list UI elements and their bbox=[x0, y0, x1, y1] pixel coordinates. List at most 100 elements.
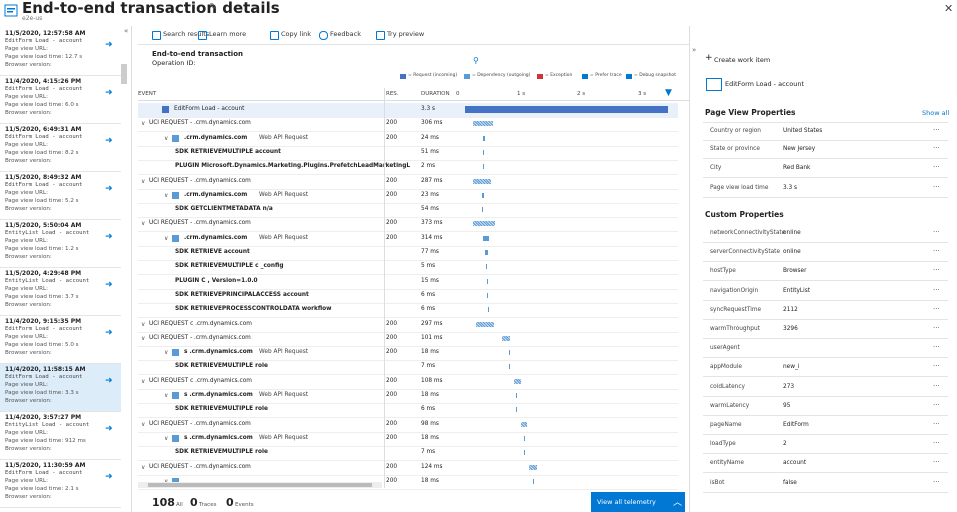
transaction-item[interactable]: 11/5/2020, 12:57:58 AM EditForm Load - ac… bbox=[0, 28, 121, 76]
event-row[interactable]: EditForm Load - account 3.3 s bbox=[138, 103, 678, 118]
item-load: Page view load time: 6.0 s bbox=[5, 102, 79, 108]
result-code: 200 bbox=[386, 349, 398, 356]
transaction-item[interactable]: 11/4/2020, 11:58:15 AM EditForm Load - ac… bbox=[0, 364, 121, 412]
expand-chevron: ∨ bbox=[141, 377, 146, 385]
toolbar-button[interactable]: Try preview bbox=[387, 30, 425, 38]
event-row[interactable]: ∨ UCI REQUEST - .crm.dynamics.com 200 98 ms bbox=[138, 418, 678, 433]
transaction-item[interactable]: 11/5/2020, 8:49:32 AM EditForm Load - acc… bbox=[0, 172, 121, 220]
result-code: 200 bbox=[386, 191, 398, 198]
more-menu[interactable]: ··· bbox=[933, 439, 940, 448]
transaction-item[interactable]: 11/4/2020, 4:15:26 PM EditForm Load - acc… bbox=[0, 76, 121, 124]
event-row[interactable]: ∨ .crm.dynamics.com Web API Request 200 24 m… bbox=[138, 132, 678, 147]
transaction-item[interactable]: 11/4/2020, 3:57:27 PM EntityList Load - a… bbox=[0, 412, 121, 460]
event-row[interactable]: SDK RETRIEVEMULTIPLE role 6 ms bbox=[138, 403, 678, 419]
section-title: Page View Properties bbox=[705, 108, 796, 117]
property-value: New Jersey bbox=[783, 146, 816, 153]
all-label: All bbox=[176, 502, 183, 508]
button-label: View all telemetry bbox=[597, 498, 656, 506]
event-row[interactable]: SDK RETRIEVEPROCESSCONTROLDATA workflow 6… bbox=[138, 303, 678, 319]
event-row[interactable]: ∨ UCI REQUEST - .crm.dynamics.com 200 373 m… bbox=[138, 217, 678, 233]
custom-property: navigationOrigin EntityList ··· bbox=[703, 283, 948, 301]
event-row[interactable]: ∨ UCI REQUEST c .crm.dynamics.com 200 108 m… bbox=[138, 375, 678, 390]
timeline-bar bbox=[485, 250, 488, 255]
duration: 54 ms bbox=[421, 206, 439, 213]
expand-chevron: ∨ bbox=[141, 120, 146, 128]
transaction-item[interactable]: 11/5/2020, 11:30:59 AM EditForm Load - ac… bbox=[0, 460, 121, 508]
timeline-bar bbox=[516, 407, 517, 413]
timeline-tick: 0 bbox=[456, 91, 460, 97]
property-value: online bbox=[783, 230, 801, 236]
event-row[interactable]: ∨ 200 18 ms bbox=[138, 475, 678, 490]
duration: 77 ms bbox=[421, 249, 439, 255]
transaction-item[interactable]: 11/5/2020, 4:29:48 PM EntityList Load - a… bbox=[0, 268, 121, 316]
more-menu[interactable]: ··· bbox=[933, 343, 940, 352]
event-row[interactable]: SDK RETRIEVE account 77 ms bbox=[138, 246, 678, 261]
toolbar-button[interactable]: Copy link bbox=[281, 30, 312, 38]
event-row[interactable]: PLUGIN Microsoft.Dynamics.Marketing.Plug… bbox=[138, 160, 678, 176]
more-menu[interactable]: ··· bbox=[933, 324, 940, 332]
event-name: SDK RETRIEVEMULTIPLE role bbox=[175, 406, 268, 413]
traces-label: Traces bbox=[199, 502, 217, 508]
more-menu[interactable]: ··· bbox=[933, 477, 940, 486]
more-menu[interactable]: ··· bbox=[933, 266, 940, 275]
item-load: Page view load time: 1.2 s bbox=[5, 246, 79, 252]
close[interactable]: ✕ bbox=[944, 2, 954, 15]
show-all[interactable]: Show all bbox=[922, 109, 950, 117]
view-all-button[interactable]: View all telemetry ︿ bbox=[591, 492, 685, 512]
more-menu[interactable]: ··· bbox=[933, 381, 940, 390]
more-menu[interactable]: ··· bbox=[933, 126, 940, 134]
event-row[interactable]: ∨ UCI REQUEST - .crm.dynamics.com 200 124 m… bbox=[138, 461, 678, 476]
toolbar-button[interactable]: Search results bbox=[163, 30, 210, 38]
event-row[interactable]: SDK RETRIEVEMULTIPLE c _config 5 ms bbox=[138, 260, 678, 276]
event-row[interactable]: ∨ UCI REQUEST - .crm.dynamics.com 200 287 m… bbox=[138, 175, 678, 190]
event-row[interactable]: SDK RETRIEVEMULTIPLE role 7 ms bbox=[138, 360, 678, 376]
more-menu[interactable]: ··· bbox=[933, 247, 940, 256]
event-row[interactable]: ∨ s .crm.dynamics.com Web API Request 200 18… bbox=[138, 346, 678, 362]
hscroll-thumb bbox=[148, 483, 372, 487]
event-row[interactable]: ∨ .crm.dynamics.com Web API Request 200 314 … bbox=[138, 232, 678, 247]
item-name: EditForm Load - account bbox=[725, 80, 804, 88]
legend-swatch bbox=[626, 74, 632, 79]
event-row[interactable]: SDK RETRIEVEPRINCIPALACCESS account 6 ms bbox=[138, 289, 678, 304]
more-menu[interactable]: ··· bbox=[933, 144, 940, 153]
event-row[interactable]: ∨ UCI REQUEST - .crm.dynamics.com 200 306 m… bbox=[138, 117, 678, 133]
events-label: Events bbox=[235, 502, 254, 508]
item-time: 11/5/2020, 12:57:58 AM bbox=[5, 30, 86, 37]
event-row[interactable]: ∨ UCI REQUEST - .crm.dynamics.com 200 101 m… bbox=[138, 332, 678, 347]
dependency-icon bbox=[172, 234, 179, 242]
legend-swatch bbox=[400, 74, 406, 79]
event-row[interactable]: ∨ .crm.dynamics.com Web API Request 200 23 m… bbox=[138, 189, 678, 204]
item-time: 11/4/2020, 11:58:15 AM bbox=[5, 366, 86, 373]
event-detail: Web API Request bbox=[259, 191, 309, 198]
event-row[interactable]: PLUGIN C , Version=1.0.0 15 ms bbox=[138, 275, 678, 290]
create-work-item[interactable]: Create work item bbox=[714, 56, 771, 64]
more-menu[interactable]: ··· bbox=[933, 362, 940, 371]
event-row[interactable]: ∨ s .crm.dynamics.com Web API Request 200 18… bbox=[138, 389, 678, 404]
result-code: 200 bbox=[386, 134, 398, 141]
duration: 51 ms bbox=[421, 148, 439, 155]
toolbar-button[interactable]: Feedback bbox=[330, 30, 361, 38]
button-chevron: ︿ bbox=[673, 498, 683, 508]
pin[interactable]: ✎ bbox=[209, 2, 218, 13]
event-row[interactable]: SDK GETCLIENTMETADATA n/a 54 ms bbox=[138, 203, 678, 219]
event-row[interactable]: ∨ UCI REQUEST c .crm.dynamics.com 200 297 m… bbox=[138, 318, 678, 333]
more-menu[interactable]: ··· bbox=[933, 458, 940, 467]
event-name: SDK RETRIEVE account bbox=[175, 249, 250, 255]
event-row[interactable]: SDK RETRIEVEMULTIPLE role 7 ms bbox=[138, 446, 678, 462]
transaction-item[interactable]: 11/5/2020, 6:49:31 AM EditForm Load - acc… bbox=[0, 124, 121, 172]
item-time: 11/5/2020, 4:29:48 PM bbox=[5, 270, 82, 277]
transaction-item[interactable]: 11/4/2020, 9:15:35 PM EditForm Load - acc… bbox=[0, 316, 121, 364]
item-event: EditForm Load - account bbox=[5, 374, 83, 380]
toolbar-button[interactable]: Learn more bbox=[209, 30, 247, 38]
event-row[interactable]: SDK RETRIEVEMULTIPLE account 51 ms bbox=[138, 146, 678, 161]
more-menu[interactable]: ··· bbox=[933, 163, 940, 172]
more-menu[interactable]: ··· bbox=[933, 182, 940, 191]
collapse[interactable]: « bbox=[124, 27, 129, 35]
more-menu[interactable]: ··· bbox=[933, 285, 940, 294]
event-row[interactable]: ∨ s .crm.dynamics.com Web API Request 200 18… bbox=[138, 432, 678, 447]
transaction-item[interactable]: 11/5/2020, 5:50:04 AM EntityList Load - a… bbox=[0, 220, 121, 268]
more-menu[interactable]: ··· bbox=[933, 304, 940, 313]
more-menu[interactable]: ··· bbox=[933, 400, 940, 409]
more-menu[interactable]: ··· bbox=[933, 228, 940, 236]
more-menu[interactable]: ··· bbox=[933, 420, 940, 428]
